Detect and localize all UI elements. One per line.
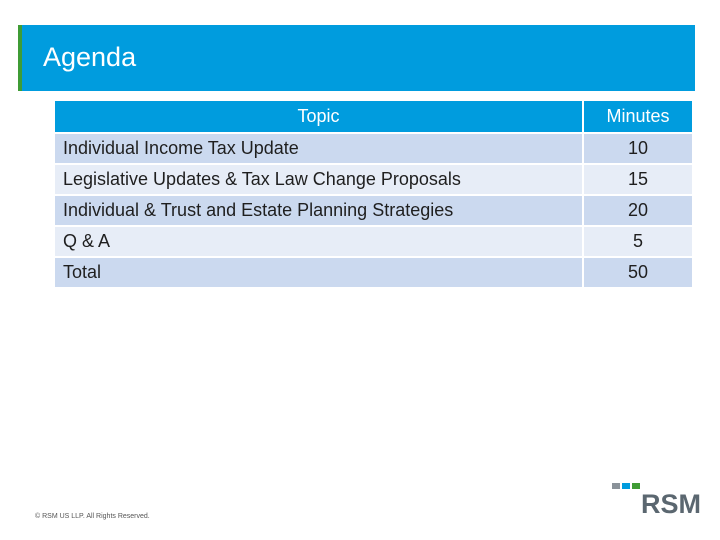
slide-title: Agenda — [43, 42, 137, 72]
rsm-logo: RSM — [612, 480, 701, 519]
logo-text: RSM — [641, 489, 701, 519]
minutes-cell: 5 — [583, 225, 692, 257]
minutes-cell: 15 — [583, 163, 692, 195]
minutes-cell: 10 — [583, 132, 692, 164]
topic-cell: Q & A — [55, 225, 584, 257]
topic-cell: Total — [55, 256, 584, 287]
title-accent — [0, 25, 22, 91]
table-row: Total 50 — [55, 256, 692, 287]
table-row: Individual Income Tax Update 10 — [55, 132, 692, 164]
table-header-row: Topic Minutes — [55, 101, 692, 134]
topic-column-header: Topic — [55, 101, 584, 134]
title-accent-stripe — [18, 25, 22, 91]
rsm-logo-icon — [612, 483, 640, 489]
topic-cell: Individual & Trust and Estate Planning S… — [55, 194, 584, 226]
copyright-footer: © RSM US LLP. All Rights Reserved. — [35, 513, 150, 520]
minutes-cell: 20 — [583, 194, 692, 226]
table-row: Individual & Trust and Estate Planning S… — [55, 194, 692, 226]
topic-cell: Legislative Updates & Tax Law Change Pro… — [55, 163, 584, 195]
minutes-cell: 50 — [583, 256, 692, 287]
minutes-column-header: Minutes — [583, 101, 692, 134]
table-row: Legislative Updates & Tax Law Change Pro… — [55, 163, 692, 195]
table-row: Q & A 5 — [55, 225, 692, 257]
topic-cell: Individual Income Tax Update — [55, 132, 584, 164]
agenda-table: Topic Minutes Individual Income Tax Upda… — [55, 101, 692, 287]
title-bar: Agenda — [22, 25, 695, 91]
